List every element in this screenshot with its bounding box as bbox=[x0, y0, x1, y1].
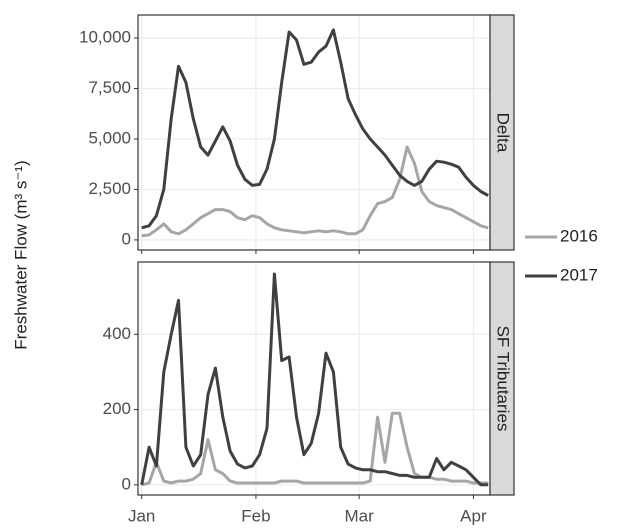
facet-label: Delta bbox=[494, 113, 513, 153]
legend-label: 2016 bbox=[560, 226, 598, 245]
x-tick-label: Feb bbox=[241, 506, 270, 525]
y-tick-label: 5,000 bbox=[88, 128, 131, 147]
y-tick-label: 2,500 bbox=[88, 179, 131, 198]
panel bbox=[138, 262, 490, 495]
y-axis-label: Freshwater Flow (m³ s⁻¹) bbox=[11, 160, 30, 349]
facet-label: SF Tributaries bbox=[494, 326, 513, 432]
series-line bbox=[141, 145, 489, 238]
y-tick-label: 0 bbox=[122, 474, 131, 493]
x-tick-label: Jan bbox=[128, 506, 155, 525]
series-line bbox=[141, 28, 489, 230]
facet-strip bbox=[489, 14, 515, 251]
x-tick-label: Mar bbox=[345, 506, 375, 525]
series-line bbox=[140, 272, 489, 487]
y-tick-label: 400 bbox=[103, 324, 131, 343]
y-tick-label: 10,000 bbox=[79, 27, 131, 46]
y-tick-label: 7,500 bbox=[88, 78, 131, 97]
panel bbox=[138, 15, 490, 250]
y-tick-label: 200 bbox=[103, 399, 131, 418]
y-tick-label: 0 bbox=[122, 229, 131, 248]
x-tick-label: Apr bbox=[460, 506, 487, 525]
legend-label: 2017 bbox=[560, 265, 598, 284]
facet-strip bbox=[489, 261, 515, 496]
